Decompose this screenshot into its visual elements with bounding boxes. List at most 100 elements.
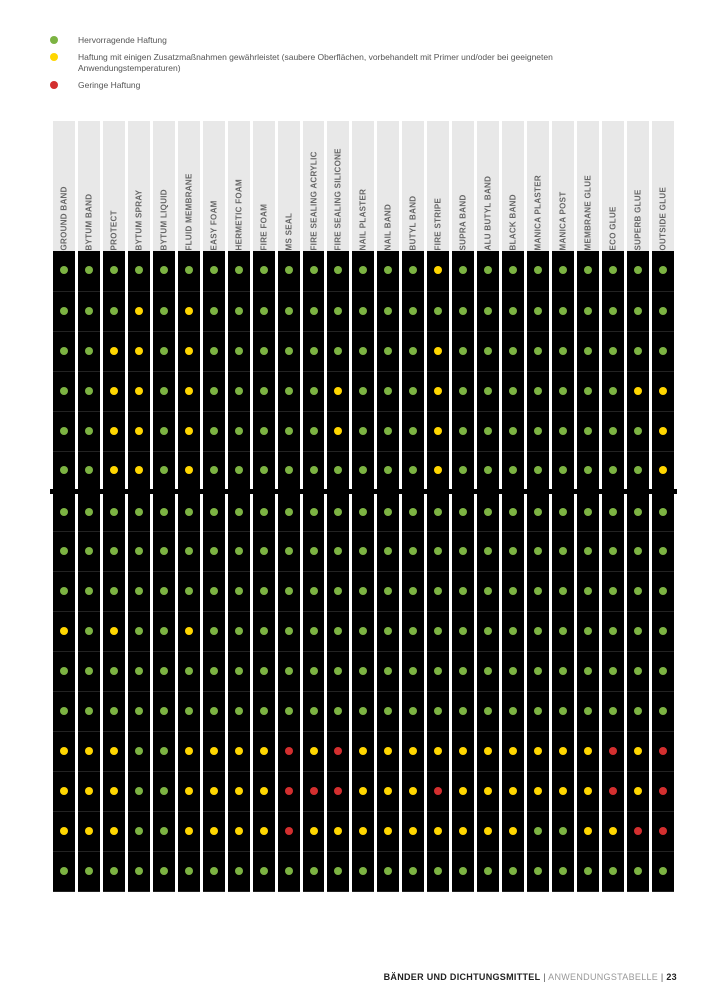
matrix-dot [185, 867, 193, 875]
matrix-dot [110, 427, 118, 435]
matrix-dot [210, 627, 218, 635]
matrix-cell [376, 811, 401, 851]
matrix-dot [609, 547, 617, 555]
column-header-label: ALU BUTYL BAND [484, 131, 493, 251]
matrix-dot [110, 347, 118, 355]
matrix-cell [650, 531, 675, 571]
matrix-cell [376, 531, 401, 571]
matrix-cell [326, 371, 351, 411]
matrix-cell [251, 291, 276, 331]
matrix-cell [351, 411, 376, 451]
matrix-cell [376, 291, 401, 331]
matrix-cell [101, 491, 126, 531]
matrix-cell [576, 771, 601, 811]
matrix-cell [526, 731, 551, 771]
matrix-dot [60, 867, 68, 875]
matrix-dot [359, 466, 367, 474]
matrix-dot [260, 707, 268, 715]
matrix-dot [235, 707, 243, 715]
footer-section: BÄNDER UND DICHTUNGSMITTEL [384, 972, 541, 982]
matrix-cell [650, 571, 675, 611]
matrix-cell [625, 291, 650, 331]
matrix-dot [210, 427, 218, 435]
matrix-dot [260, 347, 268, 355]
matrix-dot [509, 627, 517, 635]
matrix-cell [326, 291, 351, 331]
matrix-dot [409, 427, 417, 435]
matrix-dot [285, 307, 293, 315]
matrix-cell [551, 651, 576, 691]
matrix-cell [201, 571, 226, 611]
matrix-dot [334, 427, 342, 435]
matrix-dot [334, 547, 342, 555]
matrix-cell [276, 531, 301, 571]
matrix-cell [251, 771, 276, 811]
matrix-dot [60, 347, 68, 355]
matrix-cell [52, 811, 77, 851]
matrix-cell [650, 731, 675, 771]
matrix-row [52, 811, 676, 851]
matrix-cell [576, 451, 601, 491]
matrix-cell [52, 731, 77, 771]
matrix-dot [210, 867, 218, 875]
column-header: MS SEAL [276, 121, 301, 251]
matrix-cell [451, 851, 476, 891]
matrix-dot [584, 627, 592, 635]
matrix-row [52, 491, 676, 531]
matrix-cell [401, 451, 426, 491]
matrix-dot [659, 827, 667, 835]
column-header-label: HERMETIC FOAM [234, 131, 243, 251]
matrix-cell [625, 491, 650, 531]
matrix-cell [151, 811, 176, 851]
matrix-cell [126, 771, 151, 811]
matrix-dot [60, 787, 68, 795]
column-header: MANICA POST [551, 121, 576, 251]
column-header: NAIL BAND [376, 121, 401, 251]
matrix-dot [559, 547, 567, 555]
matrix-cell [576, 611, 601, 651]
matrix-dot [310, 508, 318, 516]
matrix-cell [251, 491, 276, 531]
matrix-dot [85, 427, 93, 435]
matrix-cell [650, 851, 675, 891]
column-header-label: MANICA PLASTER [534, 131, 543, 251]
matrix-cell [176, 731, 201, 771]
matrix-cell [151, 451, 176, 491]
matrix-cell [625, 411, 650, 451]
matrix-dot [359, 587, 367, 595]
matrix-dot [60, 707, 68, 715]
matrix-cell [176, 491, 201, 531]
matrix-cell [76, 411, 101, 451]
matrix-dot [659, 627, 667, 635]
matrix-dot [459, 587, 467, 595]
matrix-dot [285, 587, 293, 595]
matrix-cell [176, 331, 201, 371]
matrix-cell [376, 731, 401, 771]
matrix-dot [609, 627, 617, 635]
matrix-dot [135, 587, 143, 595]
matrix-dot [110, 787, 118, 795]
matrix-cell [201, 291, 226, 331]
matrix-cell [251, 571, 276, 611]
matrix-cell [351, 531, 376, 571]
matrix-dot [384, 867, 392, 875]
matrix-cell [326, 811, 351, 851]
matrix-cell [301, 451, 326, 491]
matrix-dot [384, 266, 392, 274]
matrix-cell [76, 691, 101, 731]
matrix-cell [151, 571, 176, 611]
matrix-cell [201, 531, 226, 571]
matrix-cell [126, 331, 151, 371]
matrix-cell [226, 451, 251, 491]
matrix-dot [459, 466, 467, 474]
matrix-cell [176, 451, 201, 491]
column-header: MANICA PLASTER [526, 121, 551, 251]
matrix-cell [251, 371, 276, 411]
matrix-dot [185, 387, 193, 395]
matrix-dot [459, 867, 467, 875]
matrix-cell [251, 651, 276, 691]
matrix-cell [52, 771, 77, 811]
column-header-label: NAIL BAND [384, 131, 393, 251]
matrix-dot [609, 266, 617, 274]
matrix-cell [326, 651, 351, 691]
